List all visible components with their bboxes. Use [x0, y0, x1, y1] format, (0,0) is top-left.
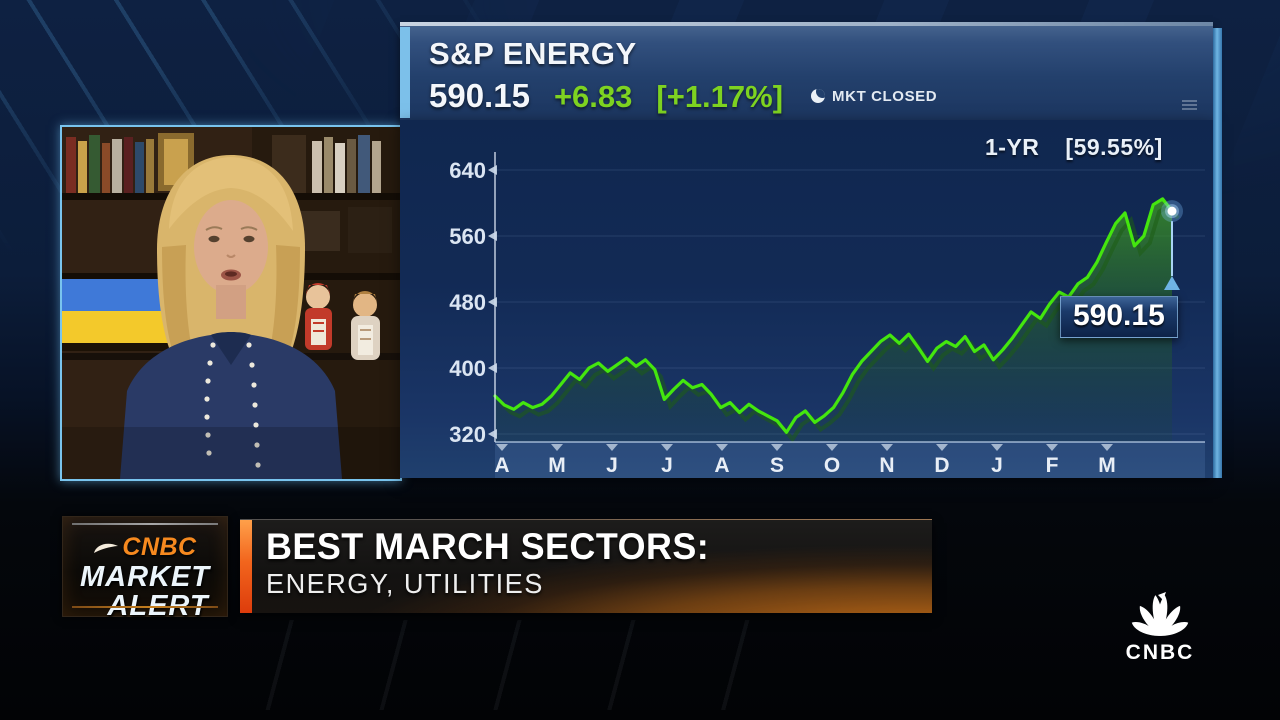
x-tick-arrow — [991, 444, 1003, 451]
y-tick-arrow — [488, 165, 497, 175]
x-tick-label: J — [661, 454, 673, 477]
guest-person — [120, 155, 342, 479]
y-tick-label: 400 — [449, 356, 486, 381]
y-tick-arrow — [488, 297, 497, 307]
x-tick-label: J — [991, 454, 1003, 477]
price-change-percent: [+1.17%] — [656, 79, 784, 114]
x-tick-label: A — [714, 454, 729, 477]
y-tick-arrow — [488, 429, 497, 439]
crescent-moon-icon — [811, 89, 826, 103]
last-point-dot — [1167, 206, 1177, 216]
x-tick-arrow — [881, 444, 893, 451]
symbol-title: S&P ENERGY — [429, 36, 637, 71]
x-tick-label: S — [770, 454, 784, 477]
y-tick-arrow — [488, 363, 497, 373]
x-tick-arrow — [606, 444, 618, 451]
x-tick-label: J — [606, 454, 618, 477]
banner-subheadline: ENERGY, UTILITIES — [266, 567, 544, 599]
list-icon — [1182, 98, 1197, 112]
nbc-peacock-icon — [1131, 592, 1189, 637]
x-tick-arrow — [1046, 444, 1058, 451]
badge-top-rule — [72, 523, 218, 525]
badge-bottom-rule — [72, 606, 218, 608]
x-tick-arrow — [496, 444, 508, 451]
panel-edge-strip — [1213, 28, 1222, 478]
price-change: +6.83 — [553, 79, 633, 114]
x-tick-arrow — [716, 444, 728, 451]
quote-header: S&P ENERGY 590.15 +6.83 [+1.17%] MKT CLO… — [400, 22, 1213, 120]
network-bug-label: CNBC — [1125, 641, 1195, 664]
period: 1-YR — [985, 134, 1040, 160]
peacock-swoosh-icon — [94, 543, 119, 553]
period-return: [59.55%] — [1065, 134, 1163, 160]
x-tick-label: N — [879, 454, 894, 477]
network-bug: CNBC — [1110, 588, 1210, 665]
shelf-dolls — [305, 283, 380, 360]
header-accent-bar — [400, 27, 410, 118]
price-chart-panel: 640 560 480 400 320 A M J J A S O N D J F M 1-YR [59.55… — [400, 120, 1213, 478]
guest-video-frame — [60, 125, 402, 481]
x-tick-arrow — [1101, 444, 1113, 451]
quote-row: 590.15 +6.83 [+1.17%] MKT CLOSED — [429, 77, 937, 115]
pearl-necklace — [204, 342, 261, 468]
price-line — [493, 197, 1174, 434]
x-tick-label: F — [1046, 454, 1059, 477]
market-alert-badge: CNBC MARKET ALERT — [62, 516, 228, 621]
x-tick-arrow — [771, 444, 783, 451]
x-tick-label: M — [548, 454, 566, 477]
badge-brand: CNBC — [63, 533, 227, 562]
x-tick-label: O — [824, 454, 840, 477]
x-tick-arrow — [661, 444, 673, 451]
y-tick-label: 320 — [449, 422, 486, 447]
x-tick-label: M — [1098, 454, 1116, 477]
x-tick-label: D — [934, 454, 949, 477]
price-chart: 640 560 480 400 320 A M J J A S O N D J F M — [449, 152, 1205, 478]
y-tick-label: 640 — [449, 158, 486, 183]
y-tick-label: 480 — [449, 290, 486, 315]
area-fill — [495, 198, 1172, 442]
last-price: 590.15 — [429, 77, 530, 114]
marker-triangle — [1164, 276, 1180, 290]
x-tick-arrow — [551, 444, 563, 451]
x-tick-arrow — [826, 444, 838, 451]
headline-banner: BEST MARCH SECTORS: ENERGY, UTILITIES — [240, 519, 932, 613]
market-status-label: MKT CLOSED — [832, 87, 938, 105]
market-status: MKT CLOSED — [811, 88, 937, 105]
y-axis-ticks: 640 560 480 400 320 — [449, 158, 497, 447]
x-tick-label: A — [494, 454, 509, 477]
guest-video-feed — [62, 127, 400, 479]
badge-word-market: MARKET — [79, 561, 211, 593]
price-callout: 590.15 — [1060, 296, 1178, 338]
banner-headline: BEST MARCH SECTORS: — [266, 526, 710, 567]
period-return-label: 1-YR [59.55%] — [985, 134, 1163, 161]
badge-network-label: CNBC — [122, 533, 197, 561]
y-tick-arrow — [488, 231, 497, 241]
studio-floor-glints — [240, 620, 800, 710]
x-tick-arrow — [936, 444, 948, 451]
banner-accent-stripe — [240, 520, 252, 613]
y-tick-label: 560 — [449, 224, 486, 249]
last-value-marker — [1161, 200, 1183, 290]
